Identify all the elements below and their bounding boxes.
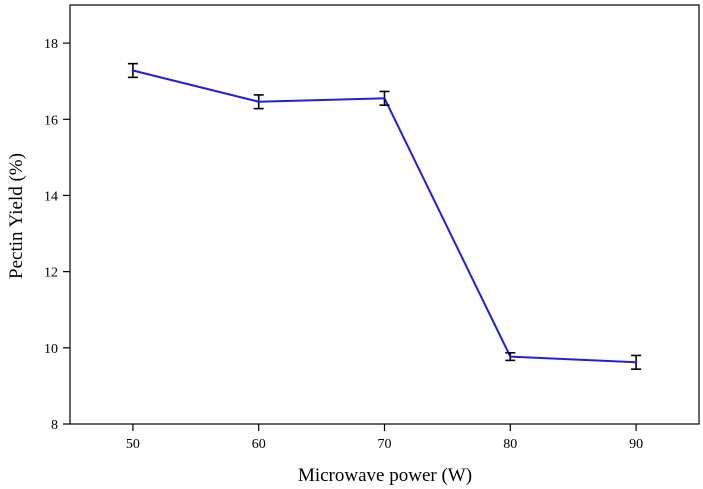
x-tick-label: 70	[378, 437, 392, 452]
series-group	[127, 62, 642, 370]
y-axis-title: Pectin Yield (%)	[6, 153, 27, 279]
data-point	[509, 355, 512, 358]
y-tick-label: 16	[44, 113, 58, 128]
y-tick-label: 8	[51, 418, 58, 433]
x-tick-label: 90	[629, 437, 643, 452]
x-tick-label: 60	[252, 437, 266, 452]
y-tick-label: 10	[44, 342, 58, 357]
y-tick-label: 18	[44, 37, 58, 52]
y-tick-label: 14	[44, 189, 58, 204]
x-tick-label: 80	[503, 437, 517, 452]
x-tick-label: 50	[126, 437, 140, 452]
data-point	[383, 97, 386, 100]
data-point	[131, 69, 135, 72]
series-line	[132, 69, 637, 364]
data-point	[257, 100, 260, 103]
y-axis: 8 10 12 14 16 18	[44, 37, 70, 433]
data-point	[634, 361, 638, 364]
y-tick-label: 12	[44, 266, 58, 281]
x-axis: 50 60 70 80 90	[126, 424, 643, 452]
x-axis-title: Microwave power (W)	[298, 465, 472, 486]
